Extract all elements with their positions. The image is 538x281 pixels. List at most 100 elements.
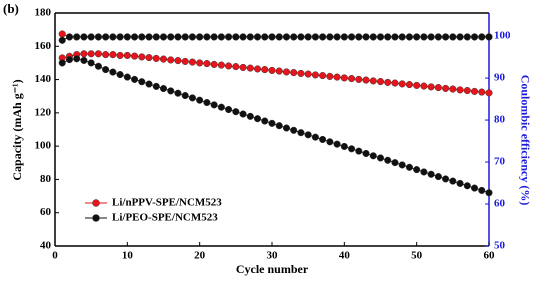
- efficiency-point: [138, 33, 146, 41]
- capacity-point: [152, 54, 160, 62]
- capacity-point: [181, 91, 189, 100]
- y2-tick-label: 50: [494, 240, 506, 252]
- x-tick-label: 60: [484, 250, 496, 262]
- x-tick-label: 40: [339, 250, 351, 262]
- capacity-point: [405, 81, 413, 89]
- capacity-point: [109, 68, 117, 76]
- capacity-point: [427, 83, 435, 91]
- capacity-point: [94, 62, 102, 70]
- efficiency-point: [181, 33, 189, 41]
- efficiency-point: [246, 33, 254, 41]
- efficiency-point: [203, 33, 211, 41]
- capacity-point: [463, 182, 471, 190]
- efficiency-point: [116, 33, 124, 41]
- efficiency-point: [333, 33, 341, 41]
- capacity-point: [80, 56, 88, 64]
- capacity-point: [253, 65, 262, 73]
- capacity-point: [333, 73, 341, 81]
- capacity-point: [217, 103, 225, 111]
- y-tick-label: 160: [35, 40, 52, 52]
- capacity-point: [232, 108, 240, 116]
- legend-marker: [92, 214, 100, 222]
- capacity-point: [174, 57, 182, 65]
- capacity-point: [369, 77, 377, 85]
- efficiency-point: [102, 33, 110, 41]
- capacity-point: [217, 61, 225, 69]
- y2-tick-label: 70: [494, 156, 506, 168]
- capacity-point: [326, 72, 334, 80]
- capacity-point: [94, 50, 102, 58]
- y2-tick-label: 80: [494, 114, 506, 126]
- efficiency-point: [362, 33, 370, 41]
- y2-tick-label: 90: [494, 72, 506, 84]
- efficiency-point: [355, 33, 363, 41]
- capacity-point: [102, 66, 110, 74]
- efficiency-point: [261, 33, 269, 41]
- capacity-point: [116, 71, 124, 79]
- capacity-point: [196, 59, 204, 67]
- efficiency-point: [188, 33, 196, 41]
- efficiency-point: [340, 33, 348, 41]
- capacity-point: [145, 80, 153, 88]
- capacity-point: [80, 50, 88, 58]
- capacity-point: [413, 166, 421, 174]
- capacity-point: [340, 74, 348, 82]
- capacity-point: [297, 69, 305, 77]
- capacity-point: [123, 51, 131, 59]
- capacity-point: [304, 70, 312, 78]
- capacity-point: [225, 105, 233, 114]
- capacity-point: [239, 63, 247, 71]
- capacity-point: [152, 82, 160, 90]
- efficiency-point: [167, 33, 175, 41]
- efficiency-point: [217, 33, 225, 41]
- y2-tick-label: 100: [494, 30, 511, 42]
- efficiency-point: [456, 33, 464, 41]
- capacity-point: [253, 115, 262, 123]
- capacity-point: [282, 124, 291, 132]
- capacity-point: [319, 135, 327, 144]
- capacity-point: [485, 89, 493, 97]
- capacity-point: [398, 80, 406, 88]
- capacity-point: [261, 117, 269, 125]
- capacity-point: [290, 69, 298, 77]
- efficiency-point: [319, 33, 327, 41]
- capacity-point: [73, 55, 81, 63]
- capacity-point: [282, 68, 291, 76]
- capacity-point: [58, 59, 66, 67]
- capacity-point: [246, 112, 254, 120]
- efficiency-point: [196, 33, 204, 41]
- efficiency-point: [470, 33, 479, 41]
- capacity-point: [485, 189, 493, 197]
- capacity-point: [65, 56, 74, 64]
- capacity-point: [376, 78, 385, 86]
- capacity-point: [174, 89, 182, 97]
- efficiency-point: [152, 33, 160, 41]
- capacity-point: [470, 184, 479, 192]
- capacity-point: [470, 87, 479, 95]
- x-tick-label: 0: [52, 250, 58, 262]
- capacity-point: [340, 142, 348, 151]
- capacity-point: [391, 159, 399, 167]
- capacity-point: [225, 62, 233, 70]
- efficiency-point: [442, 33, 450, 41]
- x-tick-label: 20: [194, 250, 206, 262]
- efficiency-point: [449, 33, 457, 41]
- capacity-point: [188, 58, 196, 66]
- capacity-point: [275, 67, 283, 75]
- capacity-point: [376, 154, 385, 162]
- efficiency-point: [326, 33, 334, 41]
- x-tick-label: 10: [122, 250, 134, 262]
- capacity-point: [348, 75, 356, 83]
- efficiency-point: [174, 33, 182, 41]
- legend-label: Li/PEO-SPE/NCM523: [112, 212, 218, 224]
- capacity-point: [449, 85, 457, 93]
- efficiency-point: [290, 33, 298, 41]
- capacity-point: [311, 71, 319, 79]
- efficiency-point: [348, 33, 356, 41]
- efficiency-point: [253, 33, 262, 41]
- efficiency-point: [391, 33, 399, 41]
- efficiency-point: [376, 33, 385, 41]
- capacity-point: [123, 73, 131, 81]
- capacity-point: [297, 129, 305, 137]
